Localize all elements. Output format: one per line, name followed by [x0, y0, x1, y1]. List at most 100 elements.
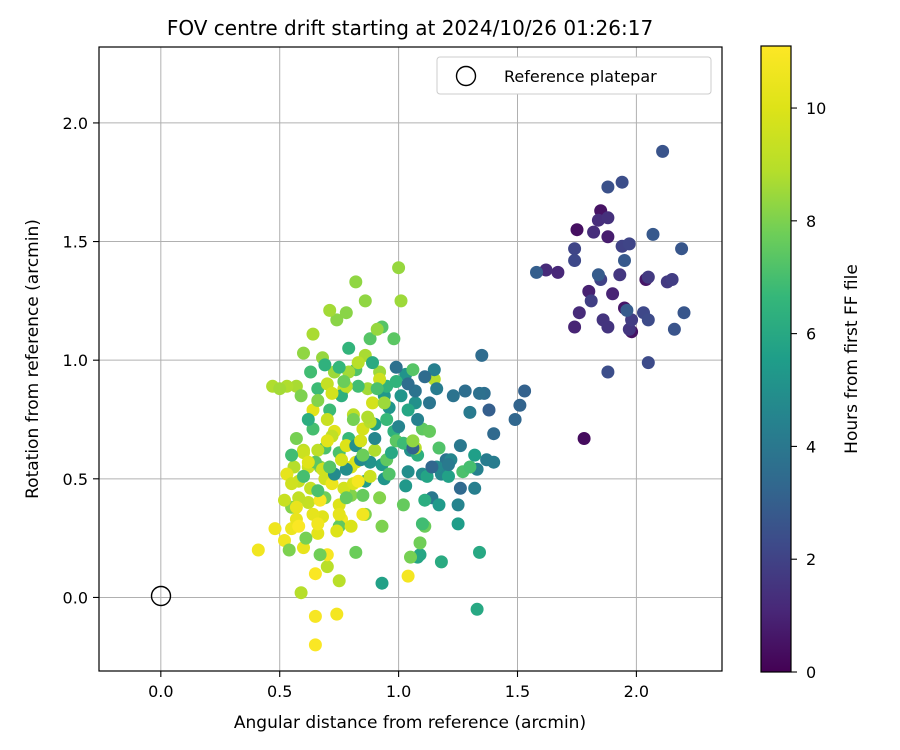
data-point	[294, 586, 308, 600]
data-point	[311, 443, 325, 457]
x-tick-label: 1.5	[505, 682, 530, 701]
data-point	[301, 455, 315, 469]
y-axis-label: Rotation from reference (arcmin)	[23, 219, 43, 499]
data-point	[389, 360, 403, 374]
colorbar: 0 2 4 6 8 10 Hours from first FF file	[760, 45, 862, 682]
data-point	[568, 242, 582, 256]
data-point	[641, 270, 655, 284]
data-point	[406, 434, 420, 448]
data-point	[366, 396, 379, 410]
data-point	[332, 360, 346, 374]
data-point	[656, 144, 670, 158]
data-point	[387, 332, 401, 346]
data-point	[401, 403, 415, 417]
data-point	[418, 493, 432, 507]
data-point	[432, 441, 446, 455]
data-point	[268, 522, 282, 536]
data-point	[432, 498, 446, 512]
colorbar-gradient	[760, 45, 792, 673]
x-tick-label: 2.0	[624, 682, 649, 701]
data-point	[301, 496, 315, 509]
data-point	[434, 555, 448, 569]
data-point	[667, 322, 681, 336]
data-point	[473, 386, 486, 400]
colorbar-ticks: 0 2 4 6 8 10	[791, 99, 826, 682]
x-tick-label: 1.0	[386, 682, 411, 701]
data-point	[570, 223, 584, 237]
data-point	[411, 413, 425, 426]
data-point	[665, 273, 679, 286]
data-point	[675, 242, 689, 256]
data-point	[285, 448, 299, 462]
data-point	[394, 389, 408, 403]
data-point	[622, 237, 636, 251]
data-point	[292, 519, 306, 533]
data-point	[458, 384, 472, 398]
data-point	[368, 443, 382, 457]
data-point	[373, 491, 387, 505]
data-point	[313, 548, 327, 562]
data-point	[572, 306, 586, 320]
data-point	[337, 375, 351, 388]
colorbar-tick-label: 4	[806, 437, 816, 456]
data-point	[349, 545, 363, 559]
data-point	[318, 358, 332, 372]
data-point	[356, 448, 370, 462]
data-point	[311, 484, 325, 498]
data-point	[385, 446, 398, 460]
data-point	[551, 265, 565, 279]
data-point	[289, 432, 303, 445]
data-point	[297, 469, 310, 483]
data-point	[375, 519, 389, 533]
data-point	[306, 327, 320, 341]
data-point	[404, 550, 417, 564]
data-point	[370, 382, 384, 396]
data-point	[320, 560, 334, 574]
data-point	[473, 545, 486, 559]
legend-marker-icon	[455, 65, 477, 87]
data-point	[380, 413, 394, 426]
plot-frame	[98, 46, 723, 672]
data-point	[351, 379, 365, 393]
x-axis-ticks: 0.0 0.5 1.0 1.5 2.0	[148, 671, 649, 701]
data-point	[601, 211, 615, 225]
data-point	[370, 322, 384, 336]
data-point	[677, 306, 691, 320]
data-point	[363, 469, 377, 483]
data-point	[294, 389, 308, 403]
legend-label: Reference platepar	[504, 67, 657, 86]
data-point	[382, 467, 396, 481]
data-point	[289, 500, 303, 514]
data-point	[601, 365, 615, 379]
data-point	[308, 567, 322, 581]
data-point	[430, 382, 444, 396]
data-point	[304, 365, 318, 379]
data-point	[320, 434, 334, 448]
colorbar-tick-label: 10	[806, 99, 826, 118]
data-point	[401, 569, 415, 583]
data-point	[330, 607, 344, 621]
data-point	[423, 396, 436, 410]
data-point	[375, 576, 389, 590]
data-point	[475, 348, 489, 362]
colorbar-label: Hours from first FF file	[842, 264, 862, 454]
data-point	[487, 455, 501, 469]
data-point	[587, 225, 601, 239]
data-point	[463, 460, 477, 474]
data-point	[468, 448, 482, 462]
data-points	[251, 144, 691, 652]
data-point	[339, 439, 353, 453]
data-point	[453, 439, 467, 453]
legend: Reference platepar	[436, 56, 712, 95]
data-point	[349, 275, 363, 289]
data-point	[442, 458, 455, 472]
data-point	[358, 294, 372, 308]
data-point	[463, 405, 477, 419]
data-point	[641, 313, 655, 327]
data-point	[487, 427, 501, 441]
data-point	[282, 543, 296, 557]
chart-title: FOV centre drift starting at 2024/10/26 …	[167, 16, 653, 40]
y-tick-label: 1.5	[63, 233, 88, 252]
data-point	[601, 230, 615, 244]
data-point	[299, 531, 313, 545]
